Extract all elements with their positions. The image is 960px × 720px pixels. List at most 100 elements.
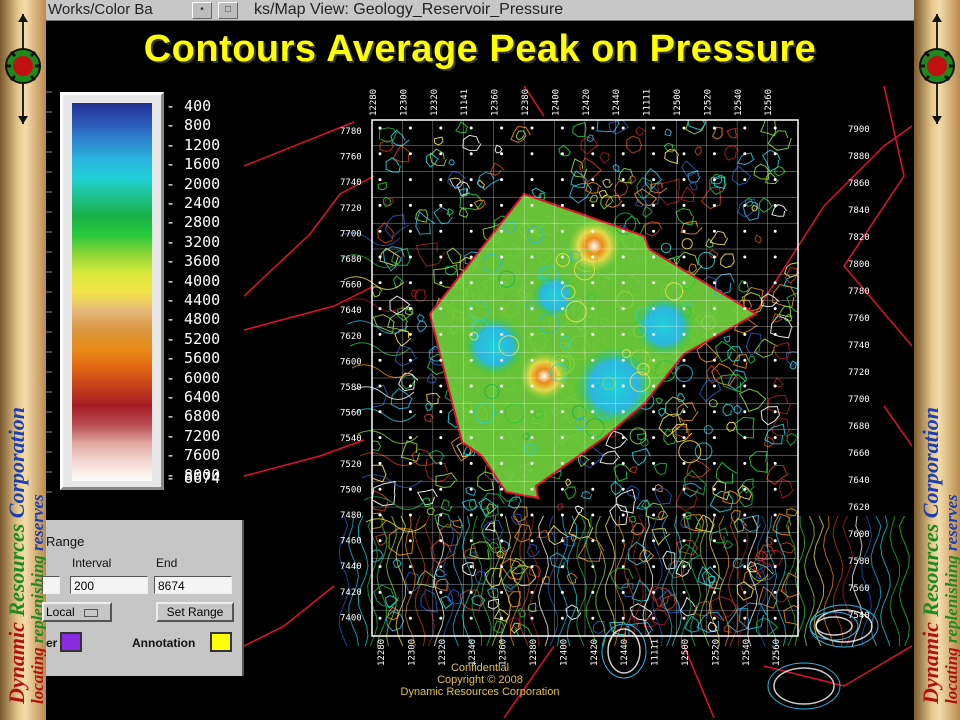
contour-map-canvas[interactable]: 12280 12300 12320 11141 12360 12380 12400 12420… [244, 86, 912, 718]
top-axis-label: 11141 [460, 89, 470, 116]
interval-field[interactable]: 200 [70, 576, 148, 594]
svg-text:12340: 12340 [468, 639, 478, 666]
window-title-bar: Works/Color Ba • □ ks/Map View: Geology_… [46, 0, 914, 21]
svg-text:12280: 12280 [369, 89, 379, 116]
top-axis-label: 12440 [612, 89, 622, 116]
top-axis-label: 12300 [399, 89, 409, 116]
svg-text:11111: 11111 [651, 639, 661, 666]
svg-text:12440: 12440 [612, 89, 622, 116]
end-label: End [156, 556, 178, 570]
range-mode-value: Local [46, 605, 75, 619]
svg-text:12560: 12560 [764, 89, 774, 116]
interval-label: Interval [72, 556, 112, 570]
color-scale-max-label: - 8674 [166, 469, 221, 487]
bottom-axis-label: 12300 [407, 639, 417, 666]
top-axis-label: 12380 [521, 89, 531, 116]
right-axis-label: 7780 [848, 287, 870, 297]
left-axis-label: 7460 [340, 537, 362, 547]
top-axis-label: 12280 [369, 89, 379, 116]
brand-tagline-vertical: locating replenishing reserves [942, 494, 960, 704]
left-brand-strip: Dynamic Resources Corporation locating r… [0, 0, 46, 720]
svg-text:12360: 12360 [499, 639, 509, 666]
right-axis-label: 7720 [848, 368, 870, 378]
color-scale-tick: - 3600 [166, 252, 221, 271]
left-axis-label: 7740 [340, 178, 362, 188]
top-axis-label: 11111 [643, 89, 653, 116]
right-axis-label: 7800 [848, 260, 870, 270]
set-range-button[interactable]: Set Range [156, 602, 234, 622]
grid-axis-labels: 12280 12300 12320 11141 12360 12380 12400 12420… [340, 89, 870, 666]
right-axis-label: 7740 [848, 341, 870, 351]
color-scale-tick: - 7200 [166, 426, 221, 445]
right-axis-label: 7660 [848, 449, 870, 459]
color-scale-tick: - 2400 [166, 194, 221, 212]
right-axis-label: 7540 [848, 611, 870, 621]
color-scale-tick: - 4800 [166, 310, 221, 329]
right-axis-label: 7560 [848, 584, 870, 594]
color-scale-tick: - 4000 [166, 271, 221, 290]
color-scale-tick: - 4400 [166, 291, 221, 309]
left-axis-label: 7580 [340, 383, 362, 393]
svg-text:11141: 11141 [460, 89, 470, 116]
window-menu-button[interactable]: • [192, 2, 212, 19]
left-axis-label: 7620 [340, 332, 362, 342]
top-axis-label: 12360 [491, 89, 501, 116]
svg-text:12400: 12400 [551, 89, 561, 116]
range-mode-dropdown[interactable]: Local [42, 602, 112, 622]
boundary-lines [244, 86, 912, 718]
range-section-label: Range [46, 534, 85, 549]
svg-text:12280: 12280 [377, 639, 387, 666]
right-axis-label: 7860 [848, 179, 870, 189]
svg-text:12300: 12300 [407, 639, 417, 666]
contour-color-swatch[interactable] [60, 632, 82, 652]
right-axis-label: 7620 [848, 503, 870, 513]
left-axis-label: 7500 [340, 485, 362, 495]
svg-text:11111: 11111 [643, 89, 653, 116]
start-field[interactable] [42, 576, 60, 594]
svg-text:12320: 12320 [438, 639, 448, 666]
company-logo-icon [5, 14, 41, 124]
top-axis-label: 12540 [734, 89, 744, 116]
top-axis-label: 12400 [551, 89, 561, 116]
window-maximize-button[interactable]: □ [218, 2, 238, 19]
left-axis-label: 7680 [340, 255, 362, 265]
svg-text:12320: 12320 [430, 89, 440, 116]
slide-title: Contours Average Peak on Pressure [143, 28, 817, 70]
svg-text:12360: 12360 [491, 89, 501, 116]
color-scale-tick: - 5200 [166, 329, 221, 348]
annotation-color-swatch[interactable] [210, 632, 232, 652]
bottom-axis-label: 12380 [529, 639, 539, 666]
color-bar-window-title[interactable]: Works/Color Ba [48, 1, 153, 18]
panel-ruler [46, 91, 52, 493]
svg-text:12380: 12380 [521, 89, 531, 116]
copyright-text: Copyright © 2008 [437, 674, 523, 686]
color-scale-tick: - 1600 [166, 155, 221, 174]
color-scale-tick: - 400 [166, 97, 212, 115]
annotation-label: Annotation [132, 636, 196, 650]
svg-text:12540: 12540 [742, 639, 752, 666]
top-axis-label: 12500 [673, 89, 683, 116]
left-axis-label: 7780 [340, 127, 362, 137]
svg-text:12420: 12420 [590, 639, 600, 666]
color-scale-bar [60, 92, 164, 490]
brand-name-vertical: Dynamic Resources Corporation [918, 406, 943, 704]
svg-text:12540: 12540 [734, 89, 744, 116]
survey-grid [371, 119, 799, 637]
color-scale-tick: - 1200 [166, 135, 221, 154]
left-axis-label: 7560 [340, 409, 362, 419]
right-axis-label: 7700 [848, 395, 870, 405]
end-field[interactable]: 8674 [154, 576, 232, 594]
bottom-axis-label: 12320 [438, 639, 448, 666]
color-bar-panel: - 400- 800- 1200- 1600- 2000- 2400- 2800… [46, 88, 242, 518]
color-scale-tick: - 8000 [166, 465, 221, 484]
left-axis-label: 7420 [340, 588, 362, 598]
color-scale-tick: - 7600 [166, 446, 221, 465]
brand-tagline-vertical: locating replenishing reserves [28, 494, 46, 704]
color-label: er [46, 636, 58, 650]
map-view-window-title[interactable]: ks/Map View: Geology_Reservoir_Pressure [254, 1, 564, 18]
color-scale-tick: - 2800 [166, 213, 221, 232]
svg-text:12560: 12560 [772, 639, 782, 666]
left-axis-label: 7600 [340, 357, 362, 367]
right-axis-label: 7760 [848, 314, 870, 324]
confidential-text: Confidential [450, 662, 510, 674]
